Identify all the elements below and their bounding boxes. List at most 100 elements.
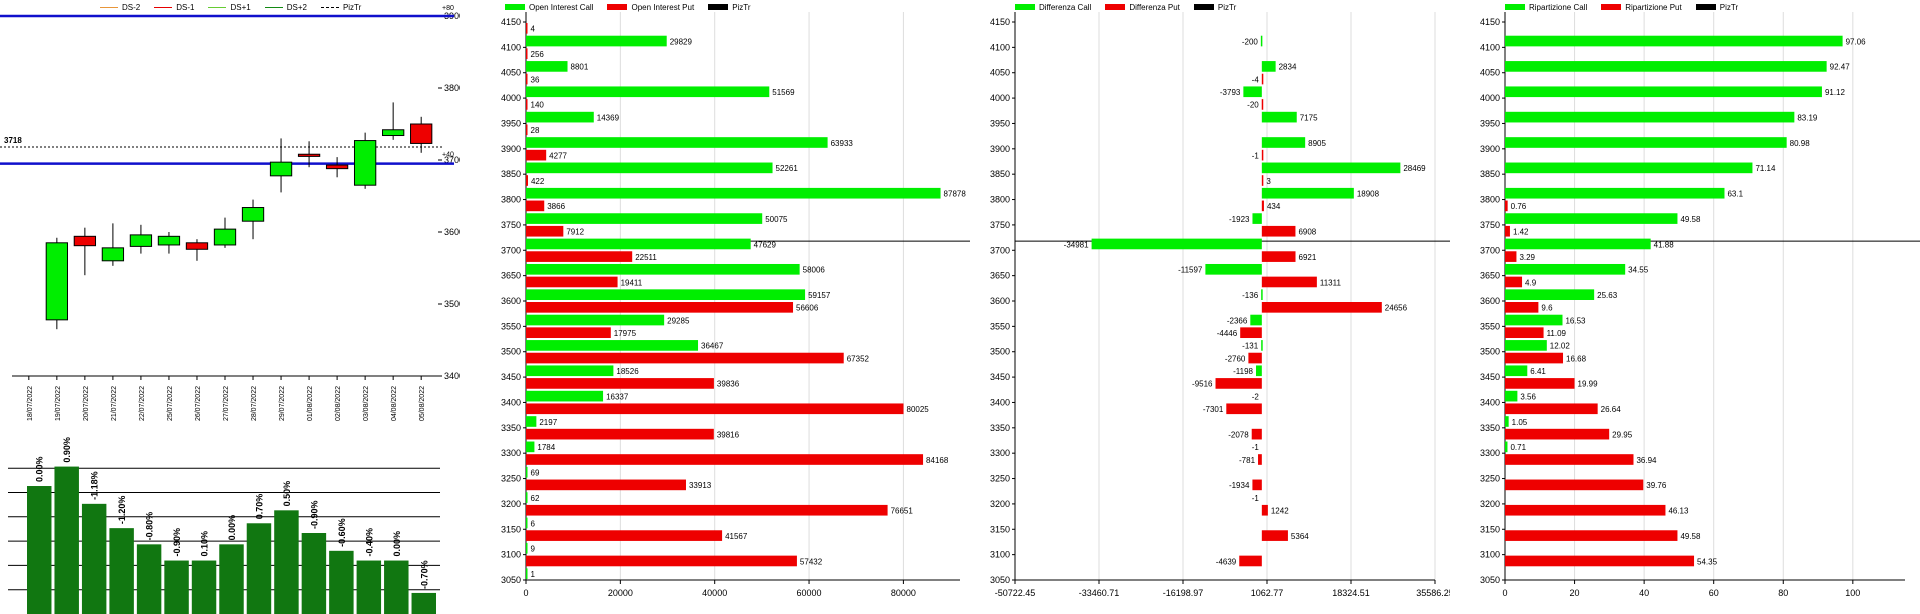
legend-label: DS-2 [122,2,141,12]
strike-label: 3150 [990,524,1010,534]
percent-label: -1.20% [117,496,127,525]
strike-label: 3200 [990,499,1010,509]
bar-value-label: 54.35 [1697,557,1718,566]
legend-swatch-piztr [708,4,729,10]
bar-value-label: 46.13 [1668,507,1689,516]
legend-label: Open Interest Put [631,2,695,12]
bar-value-label: 41567 [725,532,748,541]
strike-label: 3200 [501,499,521,509]
strike-label: 3400 [1480,397,1500,407]
bar-value-label: 36467 [701,342,724,351]
strike-label: 3650 [1480,271,1500,281]
bar-value-label: 76651 [891,507,914,516]
bar-value-label: 2197 [539,418,557,427]
x-tick-label: 60 [1709,588,1719,598]
call-bar [1243,86,1262,98]
date-label: 29/07/2022 [279,386,286,421]
dist-legend: Ripartizione Call Ripartizione Put PizTr [1505,0,1752,14]
bar-value-label: 6908 [1298,228,1316,237]
call-bar [1505,289,1595,300]
date-label: 04/08/2022 [391,386,398,421]
strike-label: 3250 [990,474,1010,484]
strike-label: 3850 [990,169,1010,179]
x-tick-label: 20000 [608,588,633,598]
put-bar [526,454,924,465]
put-bar [1505,504,1666,516]
bullish-candle [157,235,181,246]
put-bar [526,23,528,34]
legend-swatch-ds-1 [154,6,173,8]
bullish-candle [241,207,265,222]
legend-item: Ripartizione Put [1601,3,1682,12]
call-bar [526,61,568,72]
call-bar [1261,340,1263,351]
diff-legend: Differenza Call Differenza Put PizTr [1015,0,1250,14]
put-bar [1505,251,1517,262]
call-bar [1505,441,1508,453]
bar-value-label: 80.98 [1790,139,1811,148]
date-label: 05/08/2022 [419,386,426,421]
legend-swatch-piztr [1695,4,1716,10]
strike-label: 3700 [501,245,521,255]
call-bar [1505,35,1843,47]
bar-value-label: 3.29 [1519,253,1535,262]
bar-value-label: -4446 [1217,329,1238,338]
bar-value-label: 9 [531,545,536,554]
bar-value-label: 6 [531,519,536,528]
bar-value-label: 7912 [566,228,584,237]
bar-value-label: 83.19 [1797,113,1818,122]
put-bar [526,149,547,161]
bar-value-label: 12.02 [1550,342,1571,351]
call-bar [1505,61,1827,72]
bar-value-label: 11311 [1320,278,1342,287]
bar-value-label: 18908 [1357,190,1380,199]
legend-item: PizTr [320,2,362,12]
bar-value-label: 29285 [667,316,690,325]
bearish-candle [410,123,433,144]
legend-label: PizTr [1217,2,1237,12]
call-bar [1505,263,1626,275]
strike-label: 3600 [1480,296,1500,306]
bar-value-label: -136 [1242,291,1259,300]
percent-label: 0.00% [35,456,45,482]
legend-label: Open Interest Call [529,2,594,12]
call-bar [1261,61,1276,72]
strike-label: 4100 [501,42,521,52]
percent-label: 0.00% [392,531,402,557]
legend-swatch-put [1105,4,1126,10]
bar-value-label: 11.09 [1547,329,1567,338]
date-label: 02/08/2022 [335,386,342,421]
legend-label: PizTr [342,2,362,12]
bar-value-label: 91.12 [1825,88,1846,97]
bar-value-label: 8801 [571,63,589,72]
strike-label: 3950 [1480,118,1500,128]
legend-swatch-ds+1 [208,6,227,8]
bar-value-label: 16.68 [1566,354,1587,363]
strike-label: 3250 [1480,474,1500,484]
percent-bar [384,560,409,614]
distribution-chart: 0 20 40 60 80 100 4150 4100 4050 4000 3950 3900 3850… [1480,12,1920,598]
strike-label: 3050 [501,575,521,585]
strike-label: 3850 [501,169,521,179]
legend-label: Ripartizione Call [1529,2,1588,12]
put-bar [526,276,618,288]
put-bar [1505,327,1544,339]
call-bar [526,86,770,98]
legend-label: PizTr [732,2,751,12]
strike-label: 3500 [990,347,1010,357]
put-bar [1261,225,1296,237]
put-bar [1239,555,1262,567]
call-bar [1505,365,1528,377]
percent-bar [164,560,189,614]
call-bar [1252,213,1262,224]
legend-swatch-put [607,4,628,10]
call-bar [1505,340,1547,351]
put-bar [1505,428,1610,440]
legend-item: Differenza Put [1105,3,1180,12]
bearish-candle [325,164,349,170]
bar-value-label: 29829 [670,37,693,46]
call-bar [526,517,528,529]
put-bar [1251,428,1262,440]
x-tick-label: -16198.97 [1163,588,1204,598]
put-bar [1505,555,1695,567]
